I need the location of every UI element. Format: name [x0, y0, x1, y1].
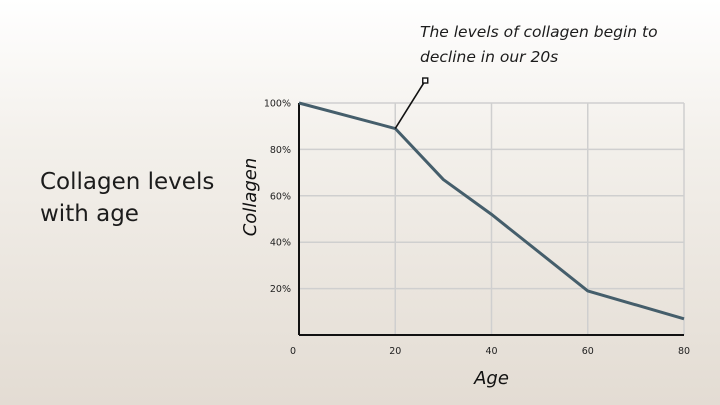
x-axis-label: Age — [473, 368, 509, 389]
y-axis-label: Collagen — [240, 158, 261, 237]
y-tick-label-80: 80% — [270, 145, 291, 156]
y-tick-label-20: 20% — [270, 284, 291, 295]
annotation-text: The levels of collagen begin to decline … — [420, 23, 658, 66]
annotation-leader-line — [394, 80, 426, 129]
x-tick-label-40: 40 — [485, 346, 497, 357]
slide-title: Collagen levels with age — [40, 169, 215, 227]
x-tick-label-80: 80 — [678, 346, 690, 357]
series-line — [298, 101, 685, 321]
x-tick-label-0: 0 — [290, 346, 296, 357]
annotation-marker — [422, 77, 429, 84]
grid-lines — [299, 102, 685, 335]
x-tick-label-20: 20 — [389, 346, 401, 357]
x-tick-label-60: 60 — [582, 346, 594, 357]
tick-labels: 0 20 40 60 80 20% 40% 60% 80% 100% — [264, 99, 690, 358]
y-tick-label-100: 100% — [264, 99, 291, 110]
y-tick-label-40: 40% — [270, 238, 291, 249]
y-tick-label-60: 60% — [270, 191, 291, 202]
